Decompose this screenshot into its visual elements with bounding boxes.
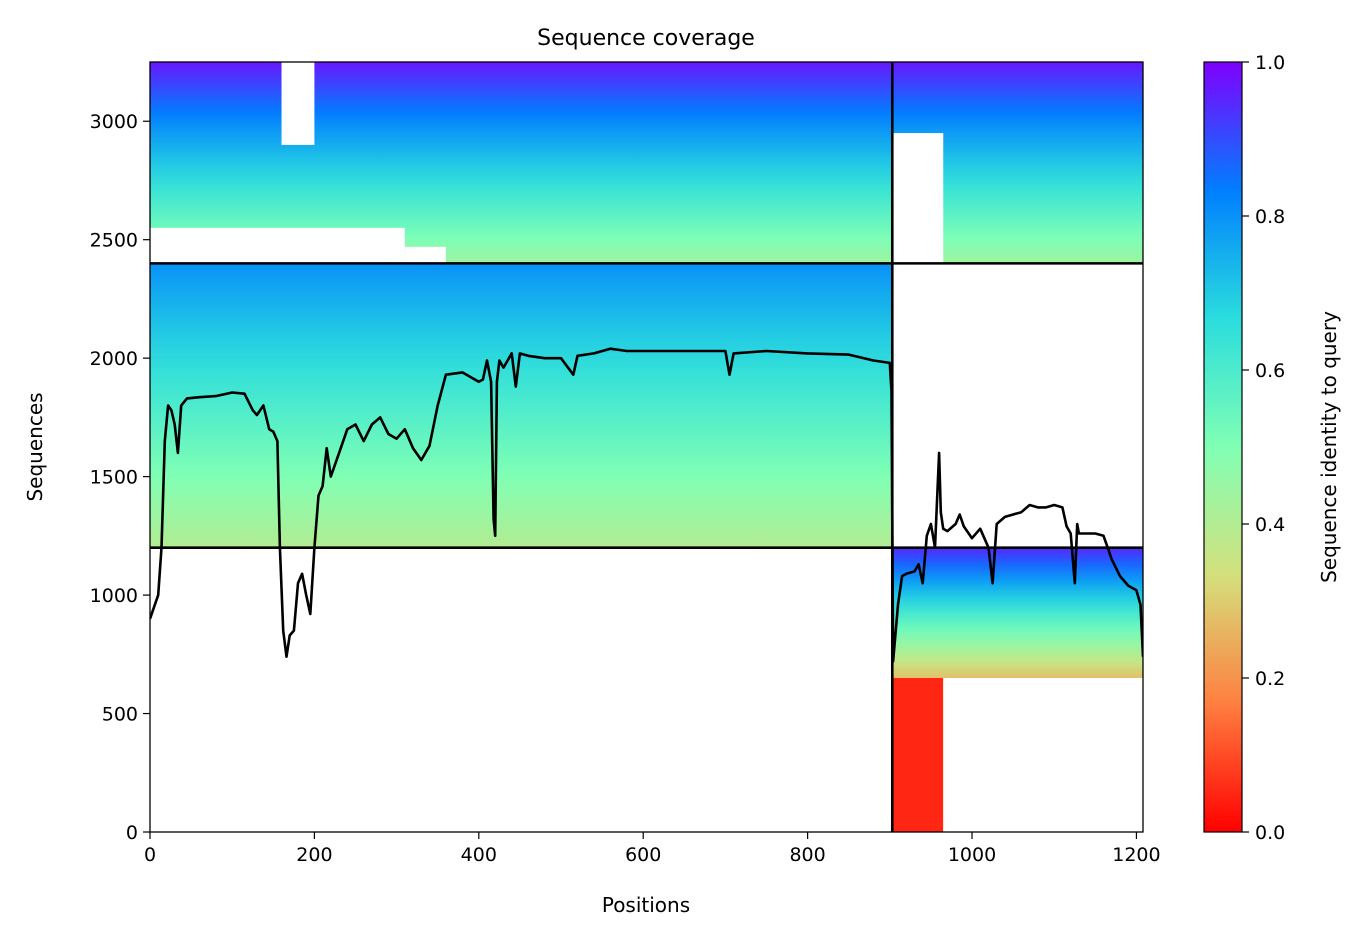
heatmap-block [150,263,893,548]
heatmap-low-identity-region [892,678,944,832]
colorbar-tick-label: 0.6 [1255,360,1285,382]
colorbar-axis: 0.0 0.2 0.4 0.6 0.8 1.0 [1242,52,1285,844]
heatmap-gap [281,62,315,145]
y-axis: 0 500 1000 1500 2000 2500 3000 [90,111,150,844]
heatmap-gap [892,133,944,264]
y-axis-label: Sequences [23,392,47,501]
colorbar-tick-label: 0.2 [1255,668,1285,690]
heatmap-gap [404,246,446,264]
y-tick-label: 1500 [90,467,138,489]
coverage-line [150,347,1143,663]
x-tick-label: 200 [296,844,332,866]
heatmap-block [892,547,1143,678]
colorbar-label: Sequence identity to query [1317,311,1341,583]
x-tick-label: 600 [625,844,661,866]
x-tick-label: 1200 [1112,844,1160,866]
coverage-heatmap [150,62,1143,832]
y-tick-label: 2500 [90,230,138,252]
chart-title: Sequence coverage [537,26,755,51]
colorbar-tick-label: 0.0 [1255,822,1285,844]
colorbar-tick-label: 1.0 [1255,52,1285,74]
x-axis: 0 200 400 600 800 1000 1200 [144,832,1161,866]
heatmap-gap [943,678,1143,832]
x-tick-label: 1000 [948,844,996,866]
y-tick-label: 3000 [90,111,138,133]
x-tick-label: 400 [461,844,497,866]
y-tick-label: 500 [102,704,138,726]
heatmap-gap [150,227,405,264]
y-tick-label: 0 [126,822,138,844]
x-tick-label: 0 [144,844,156,866]
y-tick-label: 2000 [90,348,138,370]
block-separators [150,62,1143,832]
y-tick-label: 1000 [90,585,138,607]
x-tick-label: 800 [789,844,825,866]
x-axis-label: Positions [602,893,690,917]
plot-frame [149,61,1144,833]
colorbar [1203,61,1243,833]
colorbar-tick-label: 0.8 [1255,206,1285,228]
coverage-line-group [150,347,1143,663]
colorbar-tick-label: 0.4 [1255,514,1285,536]
